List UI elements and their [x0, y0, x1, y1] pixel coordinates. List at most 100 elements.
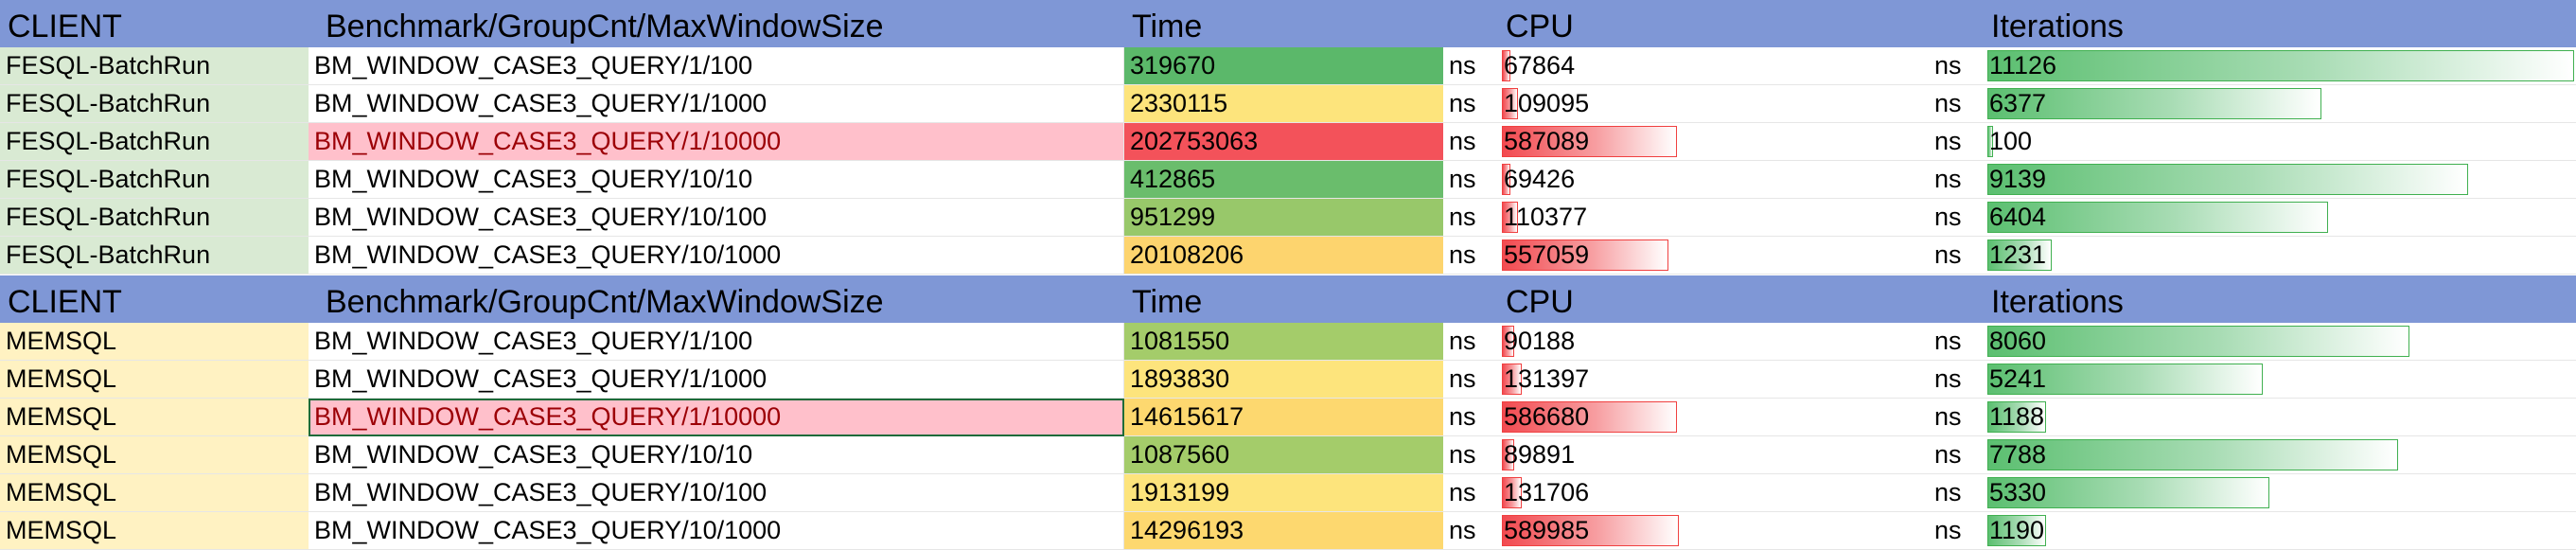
benchmark-cell[interactable]: BM_WINDOW_CASE3_QUERY/1/10000	[309, 123, 1124, 161]
time-cell[interactable]: 202753063	[1124, 123, 1443, 161]
cpu-unit-cell[interactable]: ns	[1929, 123, 1984, 161]
iterations-data-bar	[1987, 202, 2328, 233]
time-unit-cell[interactable]: ns	[1443, 161, 1498, 199]
cpu-cell[interactable]: 131397	[1498, 361, 1929, 399]
benchmark-cell[interactable]: BM_WINDOW_CASE3_QUERY/1/10000	[309, 399, 1124, 436]
time-unit-cell[interactable]: ns	[1443, 474, 1498, 512]
iterations-cell[interactable]: 9139	[1984, 161, 2576, 199]
iterations-cell[interactable]: 6377	[1984, 85, 2576, 123]
cpu-unit-cell[interactable]: ns	[1929, 237, 1984, 275]
cpu-cell[interactable]: 110377	[1498, 199, 1929, 237]
header-iterations[interactable]: Iterations	[1991, 284, 2124, 320]
cpu-unit-cell[interactable]: ns	[1929, 323, 1984, 361]
time-cell[interactable]: 1893830	[1124, 361, 1443, 399]
time-cell[interactable]: 1087560	[1124, 436, 1443, 474]
time-unit-cell[interactable]: ns	[1443, 85, 1498, 123]
cpu-unit-cell[interactable]: ns	[1929, 474, 1984, 512]
benchmark-cell[interactable]: BM_WINDOW_CASE3_QUERY/10/1000	[309, 512, 1124, 550]
client-cell[interactable]: MEMSQL	[0, 399, 309, 436]
benchmark-cell[interactable]: BM_WINDOW_CASE3_QUERY/1/1000	[309, 85, 1124, 123]
time-unit-cell[interactable]: ns	[1443, 512, 1498, 550]
cpu-unit-cell[interactable]: ns	[1929, 399, 1984, 436]
header-cpu[interactable]: CPU	[1506, 284, 1574, 320]
benchmark-cell[interactable]: BM_WINDOW_CASE3_QUERY/10/10	[309, 436, 1124, 474]
time-cell[interactable]: 14296193	[1124, 512, 1443, 550]
benchmark-cell[interactable]: BM_WINDOW_CASE3_QUERY/10/1000	[309, 237, 1124, 275]
iterations-cell[interactable]: 8060	[1984, 323, 2576, 361]
iterations-cell[interactable]: 6404	[1984, 199, 2576, 237]
iterations-cell[interactable]: 1231	[1984, 237, 2576, 275]
time-unit-cell[interactable]: ns	[1443, 323, 1498, 361]
cpu-cell[interactable]: 90188	[1498, 323, 1929, 361]
time-cell[interactable]: 319670	[1124, 47, 1443, 85]
time-unit-cell[interactable]: ns	[1443, 399, 1498, 436]
time-unit-cell[interactable]: ns	[1443, 47, 1498, 85]
time-cell[interactable]: 1913199	[1124, 474, 1443, 512]
cpu-data-bar	[1502, 515, 1679, 546]
cpu-unit-cell[interactable]: ns	[1929, 436, 1984, 474]
client-cell[interactable]: FESQL-BatchRun	[0, 161, 309, 199]
cpu-cell[interactable]: 557059	[1498, 237, 1929, 275]
time-unit-cell[interactable]: ns	[1443, 361, 1498, 399]
iterations-cell[interactable]: 5330	[1984, 474, 2576, 512]
time-cell[interactable]: 1081550	[1124, 323, 1443, 361]
iterations-cell[interactable]: 1190	[1984, 512, 2576, 550]
benchmark-cell[interactable]: BM_WINDOW_CASE3_QUERY/10/100	[309, 474, 1124, 512]
client-cell[interactable]: MEMSQL	[0, 361, 309, 399]
header-benchmark[interactable]: Benchmark/GroupCnt/MaxWindowSize	[326, 9, 884, 44]
cpu-unit-cell[interactable]: ns	[1929, 85, 1984, 123]
cpu-unit-cell[interactable]: ns	[1929, 199, 1984, 237]
cpu-cell[interactable]: 587089	[1498, 123, 1929, 161]
cpu-cell[interactable]: 89891	[1498, 436, 1929, 474]
iterations-value: 8060	[1989, 327, 2047, 355]
iterations-cell[interactable]: 1188	[1984, 399, 2576, 436]
benchmark-cell[interactable]: BM_WINDOW_CASE3_QUERY/10/100	[309, 199, 1124, 237]
benchmark-cell[interactable]: BM_WINDOW_CASE3_QUERY/1/100	[309, 47, 1124, 85]
benchmark-cell[interactable]: BM_WINDOW_CASE3_QUERY/1/100	[309, 323, 1124, 361]
header-client[interactable]: CLIENT	[8, 9, 122, 44]
iterations-value: 1188	[1989, 402, 2045, 431]
cpu-unit-cell[interactable]: ns	[1929, 512, 1984, 550]
cpu-cell[interactable]: 69426	[1498, 161, 1929, 199]
header-time[interactable]: Time	[1132, 9, 1203, 44]
time-cell[interactable]: 14615617	[1124, 399, 1443, 436]
time-cell[interactable]: 951299	[1124, 199, 1443, 237]
benchmark-cell[interactable]: BM_WINDOW_CASE3_QUERY/10/10	[309, 161, 1124, 199]
cpu-data-bar	[1502, 50, 1510, 81]
header-cpu[interactable]: CPU	[1506, 9, 1574, 44]
cpu-cell[interactable]: 131706	[1498, 474, 1929, 512]
header-benchmark[interactable]: Benchmark/GroupCnt/MaxWindowSize	[326, 284, 884, 320]
header-client[interactable]: CLIENT	[8, 284, 122, 320]
cpu-unit-cell[interactable]: ns	[1929, 361, 1984, 399]
client-cell[interactable]: MEMSQL	[0, 323, 309, 361]
client-cell[interactable]: MEMSQL	[0, 436, 309, 474]
client-cell[interactable]: MEMSQL	[0, 512, 309, 550]
time-unit-cell[interactable]: ns	[1443, 237, 1498, 275]
cpu-unit-cell[interactable]: ns	[1929, 47, 1984, 85]
iterations-cell[interactable]: 5241	[1984, 361, 2576, 399]
iterations-cell[interactable]: 100	[1984, 123, 2576, 161]
client-cell[interactable]: FESQL-BatchRun	[0, 199, 309, 237]
time-unit-cell[interactable]: ns	[1443, 436, 1498, 474]
client-cell[interactable]: FESQL-BatchRun	[0, 47, 309, 85]
cpu-cell[interactable]: 586680	[1498, 399, 1929, 436]
client-cell[interactable]: FESQL-BatchRun	[0, 85, 309, 123]
client-cell[interactable]: FESQL-BatchRun	[0, 237, 309, 275]
iterations-cell[interactable]: 11126	[1984, 47, 2576, 85]
time-unit-cell[interactable]: ns	[1443, 199, 1498, 237]
iterations-cell[interactable]: 7788	[1984, 436, 2576, 474]
header-time[interactable]: Time	[1132, 284, 1203, 320]
cpu-cell[interactable]: 67864	[1498, 47, 1929, 85]
benchmark-cell[interactable]: BM_WINDOW_CASE3_QUERY/1/1000	[309, 361, 1124, 399]
client-cell[interactable]: FESQL-BatchRun	[0, 123, 309, 161]
time-cell[interactable]: 2330115	[1124, 85, 1443, 123]
cpu-cell[interactable]: 109095	[1498, 85, 1929, 123]
time-cell[interactable]: 412865	[1124, 161, 1443, 199]
cpu-cell[interactable]: 589985	[1498, 512, 1929, 550]
time-cell[interactable]: 20108206	[1124, 237, 1443, 275]
client-cell[interactable]: MEMSQL	[0, 474, 309, 512]
cpu-unit-cell[interactable]: ns	[1929, 161, 1984, 199]
time-unit-cell[interactable]: ns	[1443, 123, 1498, 161]
header-iterations[interactable]: Iterations	[1991, 9, 2124, 44]
